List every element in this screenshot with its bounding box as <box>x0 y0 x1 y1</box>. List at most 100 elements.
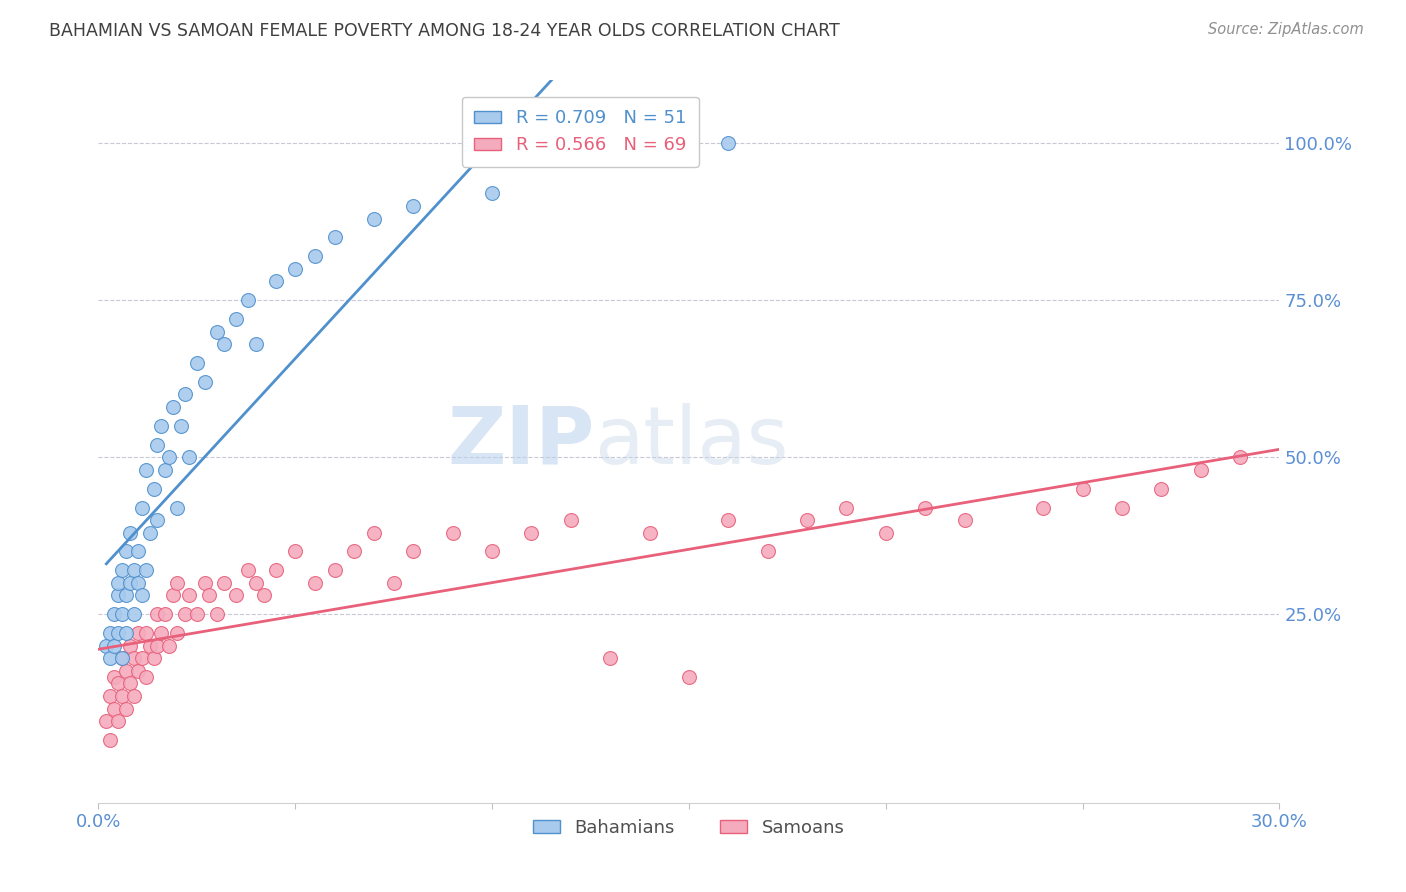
Point <box>135 563 157 577</box>
Point <box>194 375 217 389</box>
Text: ZIP: ZIP <box>447 402 595 481</box>
Point <box>236 293 259 308</box>
Point <box>122 651 145 665</box>
Point <box>194 575 217 590</box>
Text: Source: ZipAtlas.com: Source: ZipAtlas.com <box>1208 22 1364 37</box>
Point <box>304 249 326 263</box>
Point <box>205 607 228 622</box>
Point <box>135 463 157 477</box>
Point <box>245 575 267 590</box>
Point <box>135 626 157 640</box>
Point <box>115 701 138 715</box>
Point <box>402 544 425 558</box>
Point <box>131 500 153 515</box>
Point <box>111 607 134 622</box>
Point <box>127 664 149 678</box>
Point <box>402 199 425 213</box>
Point <box>107 575 129 590</box>
Point <box>481 544 503 558</box>
Point <box>162 400 184 414</box>
Point <box>118 575 141 590</box>
Point <box>155 607 177 622</box>
Text: atlas: atlas <box>595 402 789 481</box>
Point <box>118 676 141 690</box>
Point <box>111 563 134 577</box>
Point <box>170 418 193 433</box>
Point <box>115 544 138 558</box>
Point <box>127 626 149 640</box>
Point <box>131 589 153 603</box>
Point <box>953 513 976 527</box>
Point <box>142 651 165 665</box>
Point <box>111 651 134 665</box>
Point <box>107 676 129 690</box>
Point <box>138 639 160 653</box>
Point <box>146 438 169 452</box>
Point <box>107 714 129 728</box>
Point <box>166 500 188 515</box>
Point <box>177 589 200 603</box>
Point <box>174 607 197 622</box>
Point <box>363 525 385 540</box>
Point <box>127 575 149 590</box>
Point <box>225 312 247 326</box>
Point <box>98 689 121 703</box>
Point <box>304 575 326 590</box>
Point <box>205 325 228 339</box>
Point <box>1189 463 1212 477</box>
Point <box>264 274 287 288</box>
Point <box>236 563 259 577</box>
Point <box>253 589 276 603</box>
Point <box>142 482 165 496</box>
Point <box>186 356 208 370</box>
Point <box>96 714 118 728</box>
Point <box>115 626 138 640</box>
Point <box>150 418 173 433</box>
Point <box>122 563 145 577</box>
Point <box>122 607 145 622</box>
Point <box>155 463 177 477</box>
Point <box>177 450 200 465</box>
Point <box>107 589 129 603</box>
Point <box>363 211 385 226</box>
Point <box>343 544 366 558</box>
Point <box>146 607 169 622</box>
Point <box>166 626 188 640</box>
Point <box>914 500 936 515</box>
Point <box>146 513 169 527</box>
Point <box>103 670 125 684</box>
Point <box>284 544 307 558</box>
Point <box>481 186 503 201</box>
Point <box>107 626 129 640</box>
Point <box>284 261 307 276</box>
Point <box>115 664 138 678</box>
Point <box>560 513 582 527</box>
Point <box>131 651 153 665</box>
Point <box>796 513 818 527</box>
Point <box>118 639 141 653</box>
Point <box>264 563 287 577</box>
Point <box>441 525 464 540</box>
Point <box>146 639 169 653</box>
Point <box>157 639 180 653</box>
Point <box>1229 450 1251 465</box>
Point <box>98 651 121 665</box>
Point <box>520 525 543 540</box>
Point <box>96 639 118 653</box>
Point <box>835 500 858 515</box>
Point <box>1111 500 1133 515</box>
Point <box>197 589 219 603</box>
Point <box>103 639 125 653</box>
Point <box>150 626 173 640</box>
Point <box>186 607 208 622</box>
Point <box>157 450 180 465</box>
Point <box>382 575 405 590</box>
Point <box>166 575 188 590</box>
Point <box>717 513 740 527</box>
Legend: Bahamians, Samoans: Bahamians, Samoans <box>526 812 852 845</box>
Point <box>122 689 145 703</box>
Point <box>111 651 134 665</box>
Point <box>162 589 184 603</box>
Point <box>103 607 125 622</box>
Point <box>214 575 236 590</box>
